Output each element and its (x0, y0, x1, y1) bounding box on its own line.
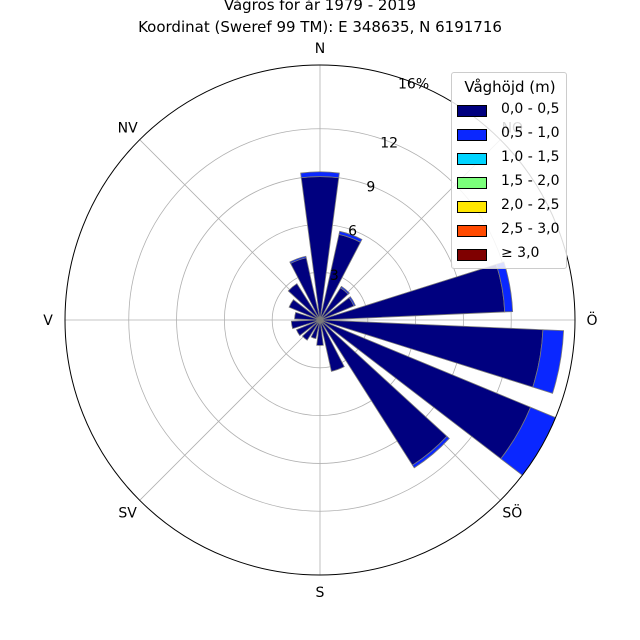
legend-item: 0,5 - 1,0 (457, 125, 567, 145)
legend-item: 0,0 - 0,5 (457, 101, 567, 121)
rose-bar-segment (289, 255, 307, 264)
rose-bar-segment (338, 230, 363, 243)
polar-frame (64, 64, 576, 576)
legend-swatch (457, 177, 487, 189)
direction-label: Ö (586, 311, 597, 329)
direction-label: SÖ (502, 503, 522, 521)
rose-bar-segment (300, 171, 340, 179)
legend-label: 2,0 - 2,5 (501, 197, 560, 213)
legend: Våghöjd (m) 0,0 - 0,5 0,5 - 1,0 1,0 - 1,… (451, 72, 567, 269)
radial-tick-label: 3 (330, 268, 339, 284)
legend-swatch (457, 153, 487, 165)
rose-bar-segment (287, 283, 321, 321)
rose-bar-segment (310, 319, 321, 340)
rose-bar-segment (339, 285, 350, 295)
legend-item: 1,0 - 1,5 (457, 149, 567, 169)
legend-item: 2,5 - 3,0 (457, 221, 567, 241)
rose-bar-segment (532, 329, 565, 394)
legend-item: ≥ 3,0 (457, 245, 567, 265)
legend-label: 1,0 - 1,5 (501, 149, 560, 165)
direction-label: NV (118, 121, 138, 137)
legend-swatch (457, 225, 487, 237)
rose-bar-segment (294, 311, 321, 321)
legend-label: 1,5 - 2,0 (501, 173, 560, 189)
radial-tick-label: 16% (398, 76, 429, 92)
chart-subtitle: Koordinat (Sweref 99 TM): E 348635, N 61… (138, 18, 502, 36)
legend-swatch (457, 129, 487, 141)
rose-bar-segment (288, 299, 321, 321)
chart-title: Vågros för år 1979 - 2019 (223, 0, 417, 14)
direction-label: V (43, 313, 53, 329)
direction-label: N (315, 41, 325, 57)
legend-swatch (457, 201, 487, 213)
legend-label: 2,5 - 3,0 (501, 221, 560, 237)
legend-label: 0,0 - 0,5 (501, 101, 560, 117)
rose-bar-segment (301, 319, 321, 341)
rose-bar-segment (316, 319, 324, 346)
grid-spoke (139, 319, 321, 501)
legend-title: Våghöjd (m) (464, 78, 556, 96)
legend-swatch (457, 249, 487, 261)
rose-bar-segment (295, 319, 321, 337)
legend-swatch (457, 105, 487, 117)
radial-tick-label: 6 (348, 224, 357, 240)
direction-label: S (316, 585, 325, 601)
direction-label: SV (118, 505, 137, 521)
rose-bar-segment (290, 319, 321, 330)
legend-label: ≥ 3,0 (501, 245, 540, 261)
radial-tick-label: 9 (366, 179, 375, 195)
radial-tick-label: 12 (380, 135, 398, 151)
legend-label: 0,5 - 1,0 (501, 125, 560, 141)
rose-bar-segment (319, 319, 345, 372)
rose-bar-segment (348, 296, 356, 307)
legend-item: 2,0 - 2,5 (457, 197, 567, 217)
rose-bar-segment (411, 435, 450, 469)
rose-bar-segment (300, 176, 340, 321)
legend-item: 1,5 - 2,0 (457, 173, 567, 193)
